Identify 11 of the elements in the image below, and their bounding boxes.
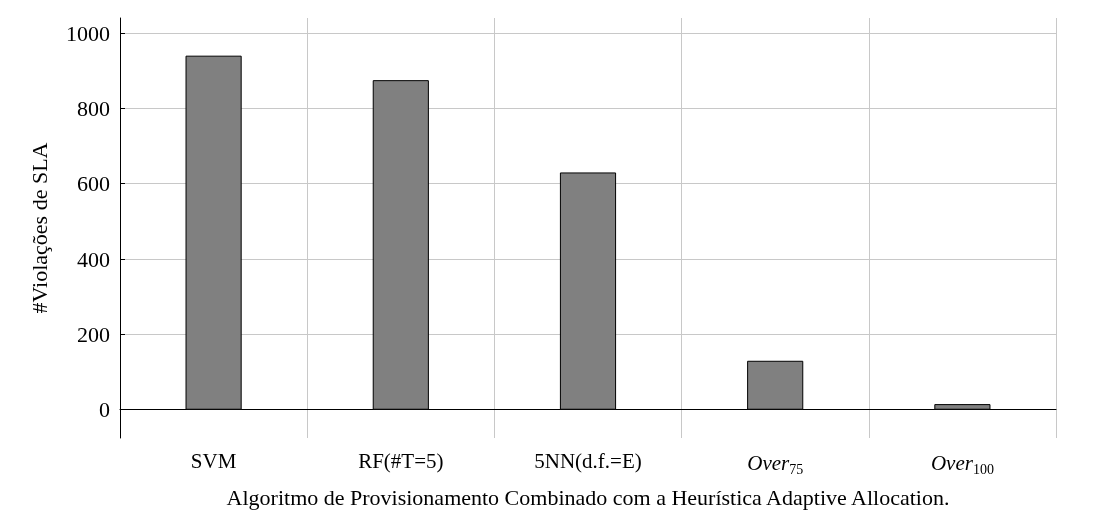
y-tick-label: 200 xyxy=(77,321,110,347)
y-tick-label: 0 xyxy=(99,397,110,423)
y-axis-title: #Violações de SLA xyxy=(26,142,52,314)
y-tick-label: 400 xyxy=(77,246,110,272)
x-tick-label: SVM xyxy=(190,448,237,473)
x-axis-title: Algoritmo de Provisionamento Combinado com a Heurística Adaptive Allocation. xyxy=(226,484,950,510)
y-tick-label: 1000 xyxy=(66,20,110,46)
y-tick-label: 600 xyxy=(77,171,110,197)
y-tick-label: 800 xyxy=(77,95,110,121)
x-tick-label: RF(#T=5) xyxy=(358,448,444,473)
x-tick-label: 5NN(d.f.=E) xyxy=(534,448,642,473)
